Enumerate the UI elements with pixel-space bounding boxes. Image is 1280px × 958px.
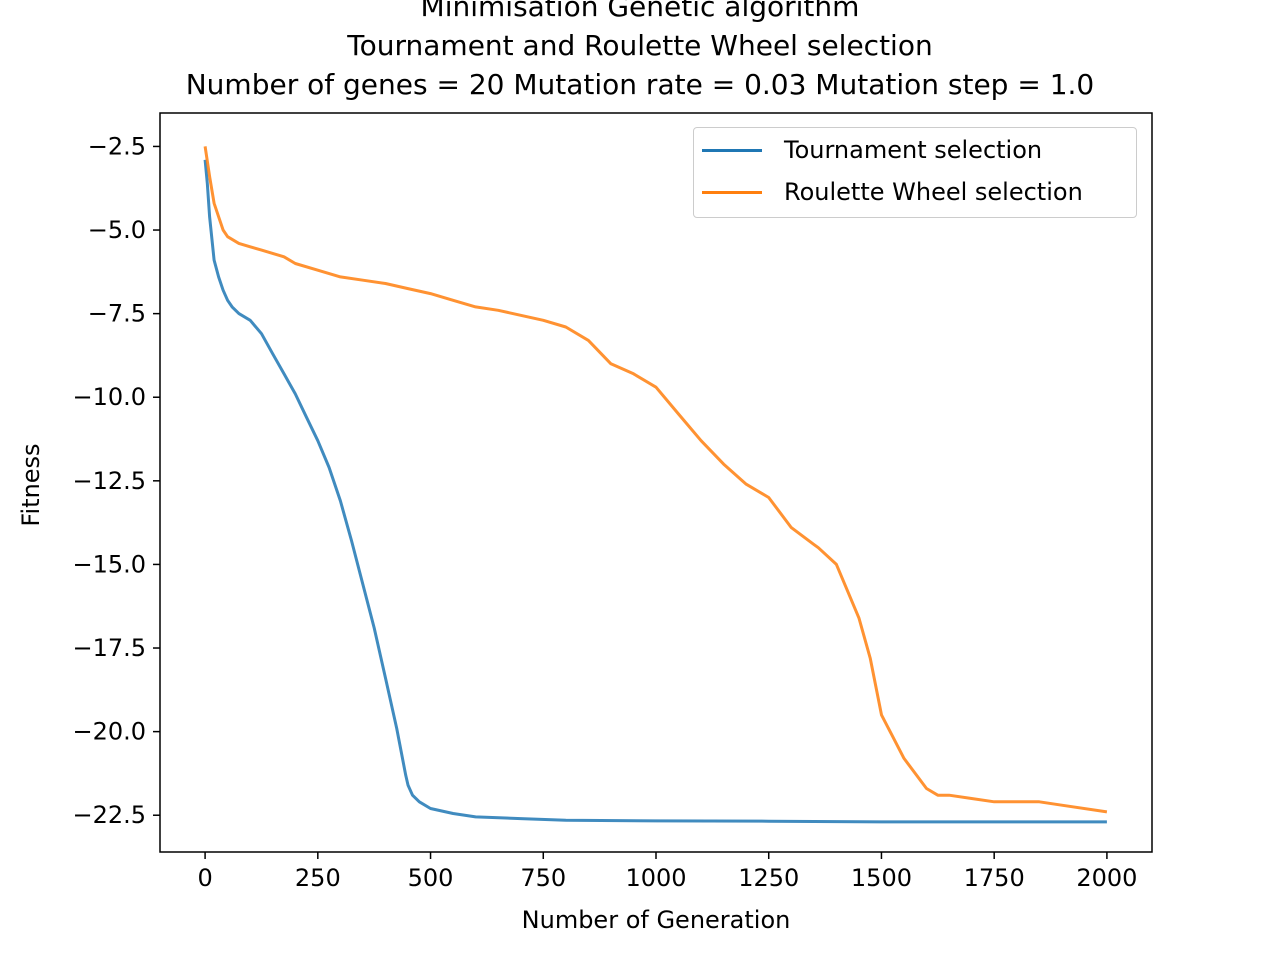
y-tick-label: −7.5 [88, 300, 146, 328]
plot-frame [159, 112, 1153, 853]
legend-swatch-roulette [702, 190, 762, 194]
legend-item-tournament: Tournament selection [702, 135, 1042, 165]
legend-swatch-tournament [702, 148, 762, 152]
x-tick-label: 250 [295, 864, 341, 892]
legend-label-tournament: Tournament selection [784, 136, 1043, 164]
series-line-2 [203, 146, 1108, 814]
series-lines [203, 146, 1108, 824]
legend-item-roulette: Roulette Wheel selection [702, 177, 1083, 207]
legend-label-roulette: Roulette Wheel selection [784, 178, 1083, 206]
y-tick-label: −15.0 [72, 550, 146, 578]
y-axis-ticks: −2.5 −5.0 −7.5 −10.0 −12.5 −15.0 −17.5 −20.0 −22… [72, 132, 160, 829]
y-tick-label: −12.5 [72, 467, 146, 495]
y-tick-label: −2.5 [88, 132, 146, 160]
x-tick-label: 500 [408, 864, 454, 892]
series-line-1 [203, 159, 1107, 824]
chart-title-line-2: Tournament and Roulette Wheel selection [347, 29, 933, 62]
x-tick-label: 750 [520, 864, 566, 892]
y-axis-label: Fitness [17, 443, 45, 527]
x-tick-label: 1500 [851, 864, 912, 892]
x-tick-label: 1750 [964, 864, 1025, 892]
x-tick-label: 1000 [625, 864, 686, 892]
x-axis-label: Number of Generation [521, 906, 791, 934]
chart-title-line-3: Number of genes = 20 Mutation rate = 0.0… [185, 68, 1095, 101]
legend: Tournament selection Roulette Wheel sele… [693, 127, 1137, 218]
x-tick-label: 1250 [738, 864, 799, 892]
x-tick-label: 0 [197, 864, 212, 892]
y-tick-label: −22.5 [72, 801, 146, 829]
x-axis-ticks: 0 250 500 750 1000 1250 1500 1750 2000 [197, 852, 1137, 892]
x-tick-label: 2000 [1076, 864, 1137, 892]
y-tick-label: −20.0 [72, 718, 146, 746]
chart-title-line-1: Minimisation Genetic algorithm [420, 0, 860, 23]
y-tick-label: −5.0 [88, 216, 146, 244]
y-tick-label: −17.5 [72, 634, 146, 662]
y-tick-label: −10.0 [72, 383, 146, 411]
